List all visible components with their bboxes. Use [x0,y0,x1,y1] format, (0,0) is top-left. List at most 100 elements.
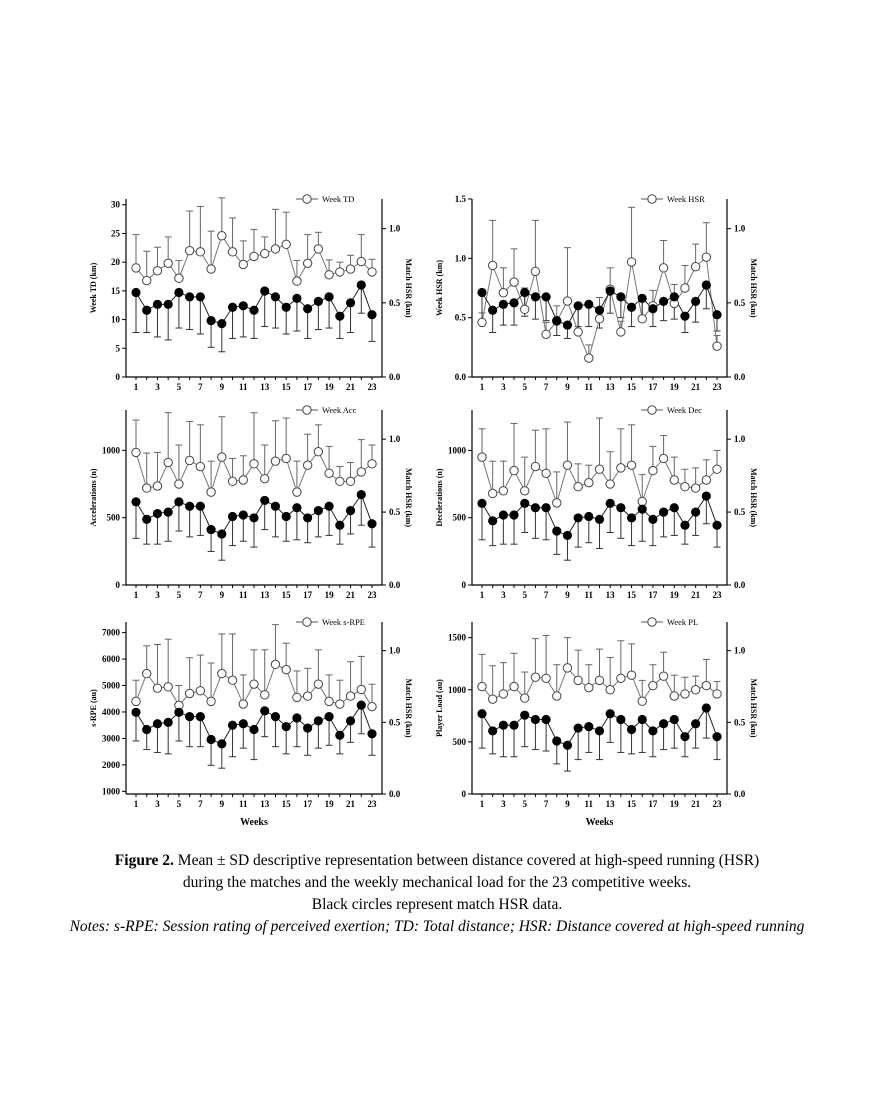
week-point [605,685,615,695]
caption-label: Figure 2. [114,852,174,869]
match-point [238,510,248,520]
x-tick-label: 17 [303,590,313,600]
week-point [195,247,206,257]
x-tick-label: 13 [606,799,616,809]
week-point [260,690,270,700]
x-tick-label: 13 [260,590,270,600]
week-point [217,668,227,679]
week-point [270,659,281,670]
match-point [367,729,377,739]
x-tick-label: 9 [565,590,570,600]
week-point [658,453,669,464]
x-tick-label: 1 [134,799,139,809]
x-tick-label: 3 [155,382,160,392]
x-tick-label: 15 [282,799,292,809]
right-tick-label: 0.5 [389,717,401,727]
x-tick-label: 7 [198,382,203,392]
y-axis-title: Week HSR (km) [435,260,444,316]
y2-axis-title: Match HSR (km) [749,468,758,527]
x-tick-label: 5 [177,382,182,392]
right-tick-label: 0.5 [389,298,401,308]
match-point [637,504,647,514]
week-point [345,264,356,274]
week-point [509,681,519,692]
week-point [281,453,291,464]
week-point [541,329,551,339]
week-point [131,696,141,707]
week-point [605,479,615,489]
match-point [520,287,530,298]
match-point [142,305,152,315]
week-point [367,701,377,712]
week-point [712,464,722,474]
week-point [260,248,270,259]
x-tick-label: 5 [522,590,527,600]
match-point [562,530,573,541]
right-tick-label: 1.0 [389,434,401,444]
week-point [184,245,195,256]
match-point [313,716,323,726]
week-point [249,459,259,469]
left-tick-label: 1.0 [455,253,467,263]
match-point [303,723,313,733]
week-point [477,317,487,328]
match-point [185,501,195,511]
week-point [345,691,356,701]
week-point [238,699,248,709]
match-point [303,513,313,523]
week-point [712,689,722,699]
match-point [313,296,323,306]
week-point [562,460,573,470]
y2-axis-title: Match HSR (km) [749,258,758,317]
match-point [573,301,583,311]
figure-caption: Figure 2. Mean ± SD descriptive represen… [0,850,874,938]
match-point [292,503,302,513]
x-tick-label: 11 [239,799,248,809]
week-point [541,673,551,683]
match-point [185,711,195,722]
right-tick-label: 0.5 [389,507,401,517]
x-tick-label: 21 [346,382,356,392]
week-point [292,276,302,286]
week-point [648,680,658,691]
match-point [206,316,216,326]
match-point [594,514,605,524]
match-point [292,293,302,303]
x-tick-label: 23 [368,590,378,600]
match-point [562,320,573,330]
match-point [335,311,345,321]
x-tick-label: 23 [713,590,723,600]
week-point [217,452,227,462]
match-point [701,491,711,501]
match-point [163,507,173,517]
week-point [530,461,541,472]
match-point [227,302,238,312]
match-point [324,711,334,722]
left-tick-label: 0 [116,580,121,590]
left-tick-label: 1000 [448,445,467,455]
week-point [498,288,509,298]
week-point [281,664,291,675]
week-point [637,696,647,706]
match-point [356,700,366,710]
match-point [249,724,259,735]
week-point [227,476,238,487]
match-point [552,736,562,746]
match-point [206,734,216,745]
week-point [206,264,216,274]
match-point [541,292,551,302]
y-axis-title: Accelerations (n) [89,468,98,526]
week-point [626,257,637,267]
match-point [552,316,562,326]
right-tick-label: 0.5 [734,298,746,308]
week-point [174,479,184,489]
match-point [185,292,195,302]
match-point [616,292,626,302]
match-point [270,292,281,302]
week-point [658,263,669,273]
x-tick-label: 19 [670,799,680,809]
match-point [217,318,227,329]
match-point [669,292,679,302]
match-point [292,713,302,723]
week-point [335,699,345,709]
